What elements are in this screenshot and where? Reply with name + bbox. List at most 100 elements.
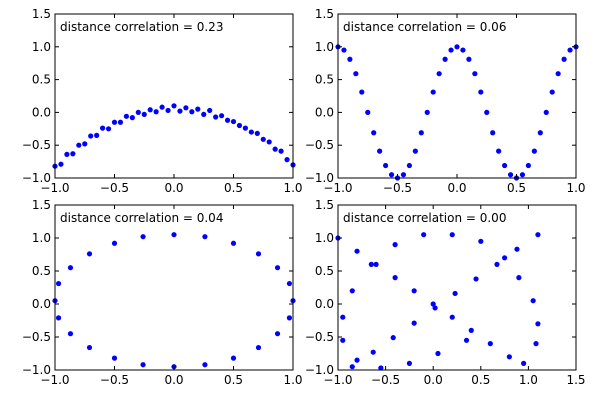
point: [463, 337, 470, 343]
point: [88, 133, 94, 139]
point: [202, 362, 208, 368]
y-tick-label: 1.0: [32, 40, 51, 54]
point: [67, 331, 74, 337]
point: [67, 265, 74, 271]
point: [64, 151, 70, 157]
y-tick-label: −0.5: [22, 138, 51, 152]
point: [248, 129, 254, 135]
x-tick-label: 1.5: [566, 373, 585, 387]
y-tick-label: −1.0: [22, 363, 51, 377]
annotation: distance correlation = 0.00: [343, 211, 506, 225]
point: [424, 109, 430, 115]
point: [347, 56, 353, 62]
point: [430, 89, 436, 95]
y-tick-label: 0.5: [315, 264, 334, 278]
point: [111, 355, 118, 361]
y-tick-label: 1.0: [32, 231, 51, 245]
point: [392, 275, 398, 281]
point: [286, 315, 293, 321]
y-tick-label: 1.0: [315, 231, 334, 245]
point: [230, 240, 237, 246]
point: [418, 130, 424, 136]
annotation: distance correlation = 0.04: [60, 211, 223, 225]
point: [230, 118, 237, 125]
point: [272, 146, 278, 152]
point: [555, 71, 561, 77]
plot-area: [338, 205, 576, 370]
point: [278, 148, 284, 154]
point: [460, 47, 466, 53]
point: [76, 142, 82, 148]
point: [123, 113, 129, 119]
x-tick-label: 0.0: [164, 181, 183, 195]
y-tick-label: −1.0: [22, 171, 51, 185]
point: [373, 261, 379, 267]
point: [525, 162, 532, 169]
point: [141, 111, 147, 117]
point: [266, 139, 272, 145]
x-tick-label: −1.0: [323, 181, 352, 195]
x-tick-label: 0.0: [164, 373, 183, 387]
x-tick-label: 0.0: [424, 373, 443, 387]
point: [349, 364, 355, 370]
point: [411, 288, 417, 294]
x-tick-label: 1.0: [519, 373, 538, 387]
x-tick-label: −1.0: [40, 181, 69, 195]
y-tick-label: −1.0: [305, 171, 334, 185]
point: [82, 141, 88, 147]
point: [70, 151, 76, 157]
point: [274, 265, 281, 271]
point: [543, 109, 549, 115]
y-tick-label: −1.0: [305, 363, 334, 377]
point: [117, 119, 124, 125]
point: [171, 103, 177, 109]
point: [430, 301, 436, 307]
point: [549, 89, 555, 95]
point: [530, 298, 536, 304]
point: [207, 107, 213, 114]
plot-area: [338, 14, 576, 178]
point: [400, 172, 407, 178]
x-tick-label: 0.5: [224, 181, 243, 195]
point: [452, 290, 458, 297]
point: [472, 71, 478, 77]
point: [487, 341, 493, 347]
x-tick-label: 0.0: [447, 181, 466, 195]
point: [392, 242, 398, 248]
point: [421, 232, 427, 238]
point: [432, 305, 438, 311]
y-tick-label: 0.0: [315, 297, 334, 311]
point: [448, 47, 454, 53]
point: [521, 360, 527, 366]
point: [274, 331, 281, 337]
point: [406, 360, 412, 366]
point: [537, 130, 543, 136]
point: [490, 130, 496, 136]
point: [147, 107, 153, 113]
annotation: distance correlation = 0.06: [343, 20, 506, 34]
point: [365, 109, 371, 115]
point: [507, 172, 514, 178]
point: [516, 275, 522, 281]
point: [506, 354, 512, 360]
point: [94, 132, 100, 138]
x-tick-label: 0.5: [224, 373, 243, 387]
point: [140, 234, 146, 240]
point: [442, 56, 448, 62]
point: [436, 71, 442, 77]
x-tick-label: 1.0: [283, 181, 302, 195]
point: [368, 261, 374, 267]
point: [478, 89, 484, 95]
point: [473, 276, 479, 282]
y-tick-label: 0.0: [315, 105, 334, 119]
point: [55, 315, 62, 321]
y-tick-label: 0.5: [315, 73, 334, 87]
point: [535, 321, 541, 327]
point: [371, 130, 377, 136]
point: [105, 126, 112, 132]
point: [502, 162, 508, 169]
point: [378, 365, 384, 371]
point: [284, 157, 290, 163]
point: [260, 136, 266, 142]
